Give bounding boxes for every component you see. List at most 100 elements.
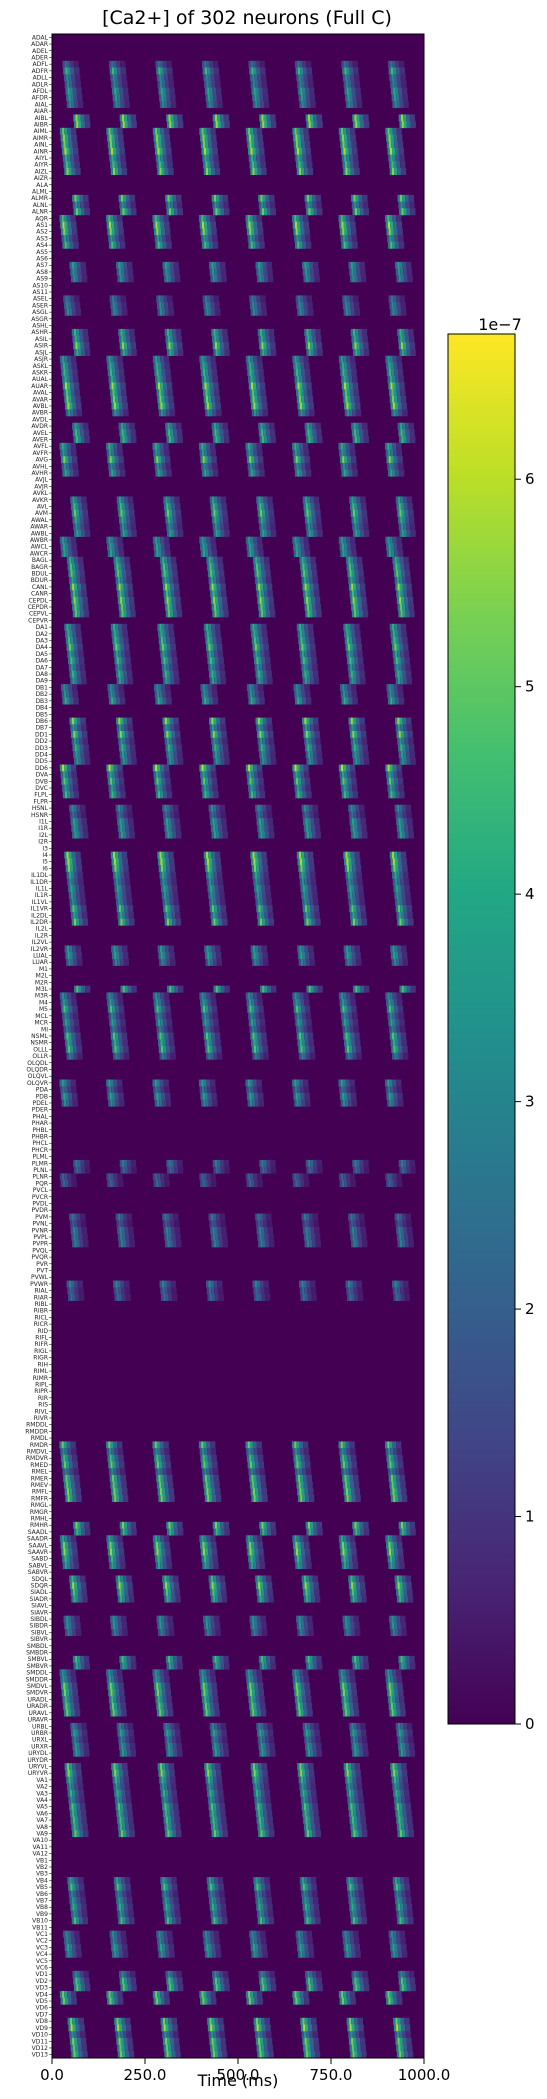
heatmap-cell [396, 74, 401, 82]
heatmap-cell [341, 1086, 344, 1094]
heatmap-cell [350, 509, 353, 517]
heatmap-cell [352, 1012, 358, 1020]
heatmap-cell [159, 462, 163, 470]
heatmap-cell [355, 918, 359, 926]
heatmap-cell [305, 114, 308, 122]
heatmap-cell [390, 221, 394, 229]
heatmap-cell [161, 543, 165, 551]
heatmap-cell [131, 436, 137, 444]
heatmap-cell [257, 878, 261, 886]
heatmap-cell [68, 623, 72, 631]
heatmap-cell [200, 456, 203, 464]
heatmap-cell [388, 134, 391, 142]
heatmap-cell [124, 905, 128, 913]
heatmap-cell [355, 663, 359, 671]
heatmap-cell [255, 241, 260, 249]
heatmap-cell [384, 1079, 388, 1087]
heatmap-cell [72, 563, 76, 571]
heatmap-cell [387, 992, 390, 1000]
heatmap-cell [171, 878, 177, 886]
heatmap-cell [395, 697, 400, 705]
heatmap-cell [152, 355, 156, 363]
heatmap-cell [297, 228, 301, 236]
heatmap-cell [117, 1079, 123, 1087]
heatmap-cell [256, 389, 261, 397]
heatmap-cell [211, 563, 215, 571]
heatmap-cell [159, 94, 162, 102]
heatmap-cell [313, 208, 318, 216]
heatmap-cell [162, 878, 165, 886]
heatmap-cell [203, 550, 206, 558]
heatmap-cell [172, 663, 179, 671]
heatmap-cell [170, 905, 175, 913]
heatmap-cell [122, 80, 128, 88]
heatmap-cell [257, 576, 260, 584]
heatmap-cell [155, 543, 159, 551]
heatmap-cell [403, 590, 408, 598]
heatmap-cell [307, 885, 312, 893]
heatmap-cell [270, 523, 276, 531]
heatmap-cell [354, 1032, 360, 1040]
heatmap-cell [71, 851, 76, 859]
heatmap-cell [255, 952, 259, 960]
heatmap-cell [388, 154, 391, 162]
heatmap-cell [118, 228, 124, 236]
heatmap-cell [213, 811, 217, 819]
heatmap-cell [208, 717, 212, 725]
heatmap-cell [300, 87, 303, 95]
heatmap-cell [408, 422, 414, 430]
heatmap-cell [270, 436, 276, 444]
heatmap-cell [204, 858, 207, 866]
heatmap-cell [71, 134, 77, 142]
heatmap-cell [344, 295, 347, 303]
heatmap-cell [156, 295, 159, 303]
heatmap-cell [73, 208, 76, 216]
heatmap-cell [315, 194, 321, 202]
heatmap-cell [214, 335, 217, 343]
heatmap-cell [392, 1019, 396, 1027]
heatmap-cell [117, 221, 124, 229]
heatmap-cell [131, 985, 137, 993]
heatmap-cell [61, 369, 64, 377]
heatmap-cell [303, 94, 307, 102]
heatmap-cell [404, 563, 410, 571]
heatmap-cell [310, 677, 314, 685]
heatmap-cell [338, 214, 341, 222]
heatmap-cell [249, 1025, 252, 1033]
heatmap-cell [65, 543, 68, 551]
heatmap-cell [339, 543, 342, 551]
heatmap-cell [301, 462, 306, 470]
heatmap-cell [206, 784, 209, 792]
heatmap-cell [263, 643, 269, 651]
heatmap-cell [343, 623, 346, 631]
heatmap-cell [265, 570, 271, 578]
heatmap-cell [70, 663, 74, 671]
heatmap-cell [211, 1039, 216, 1047]
heatmap-cell [351, 201, 355, 209]
heatmap-cell [386, 1005, 390, 1013]
heatmap-cell [399, 60, 405, 68]
heatmap-cell [349, 818, 352, 826]
heatmap-cell [118, 1039, 123, 1047]
heatmap-cell [360, 677, 366, 685]
heatmap-cell [257, 543, 263, 551]
heatmap-cell [292, 127, 295, 135]
heatmap-cell [394, 235, 399, 243]
heatmap-cell [178, 985, 184, 993]
heatmap-cell [348, 898, 351, 906]
heatmap-cell [118, 194, 121, 202]
heatmap-cell [259, 154, 266, 162]
heatmap-cell [263, 905, 268, 913]
heatmap-cell [342, 690, 346, 698]
heatmap-cell [116, 677, 119, 685]
heatmap-cell [304, 777, 311, 785]
heatmap-cell [410, 436, 416, 444]
heatmap-cell [260, 161, 266, 169]
heatmap-cell [397, 543, 403, 551]
heatmap-cell [71, 543, 77, 551]
heatmap-cell [349, 590, 352, 598]
heatmap-cell [219, 201, 224, 209]
heatmap-cell [213, 670, 217, 678]
heatmap-cell [214, 1025, 220, 1033]
heatmap-cell [262, 717, 267, 725]
